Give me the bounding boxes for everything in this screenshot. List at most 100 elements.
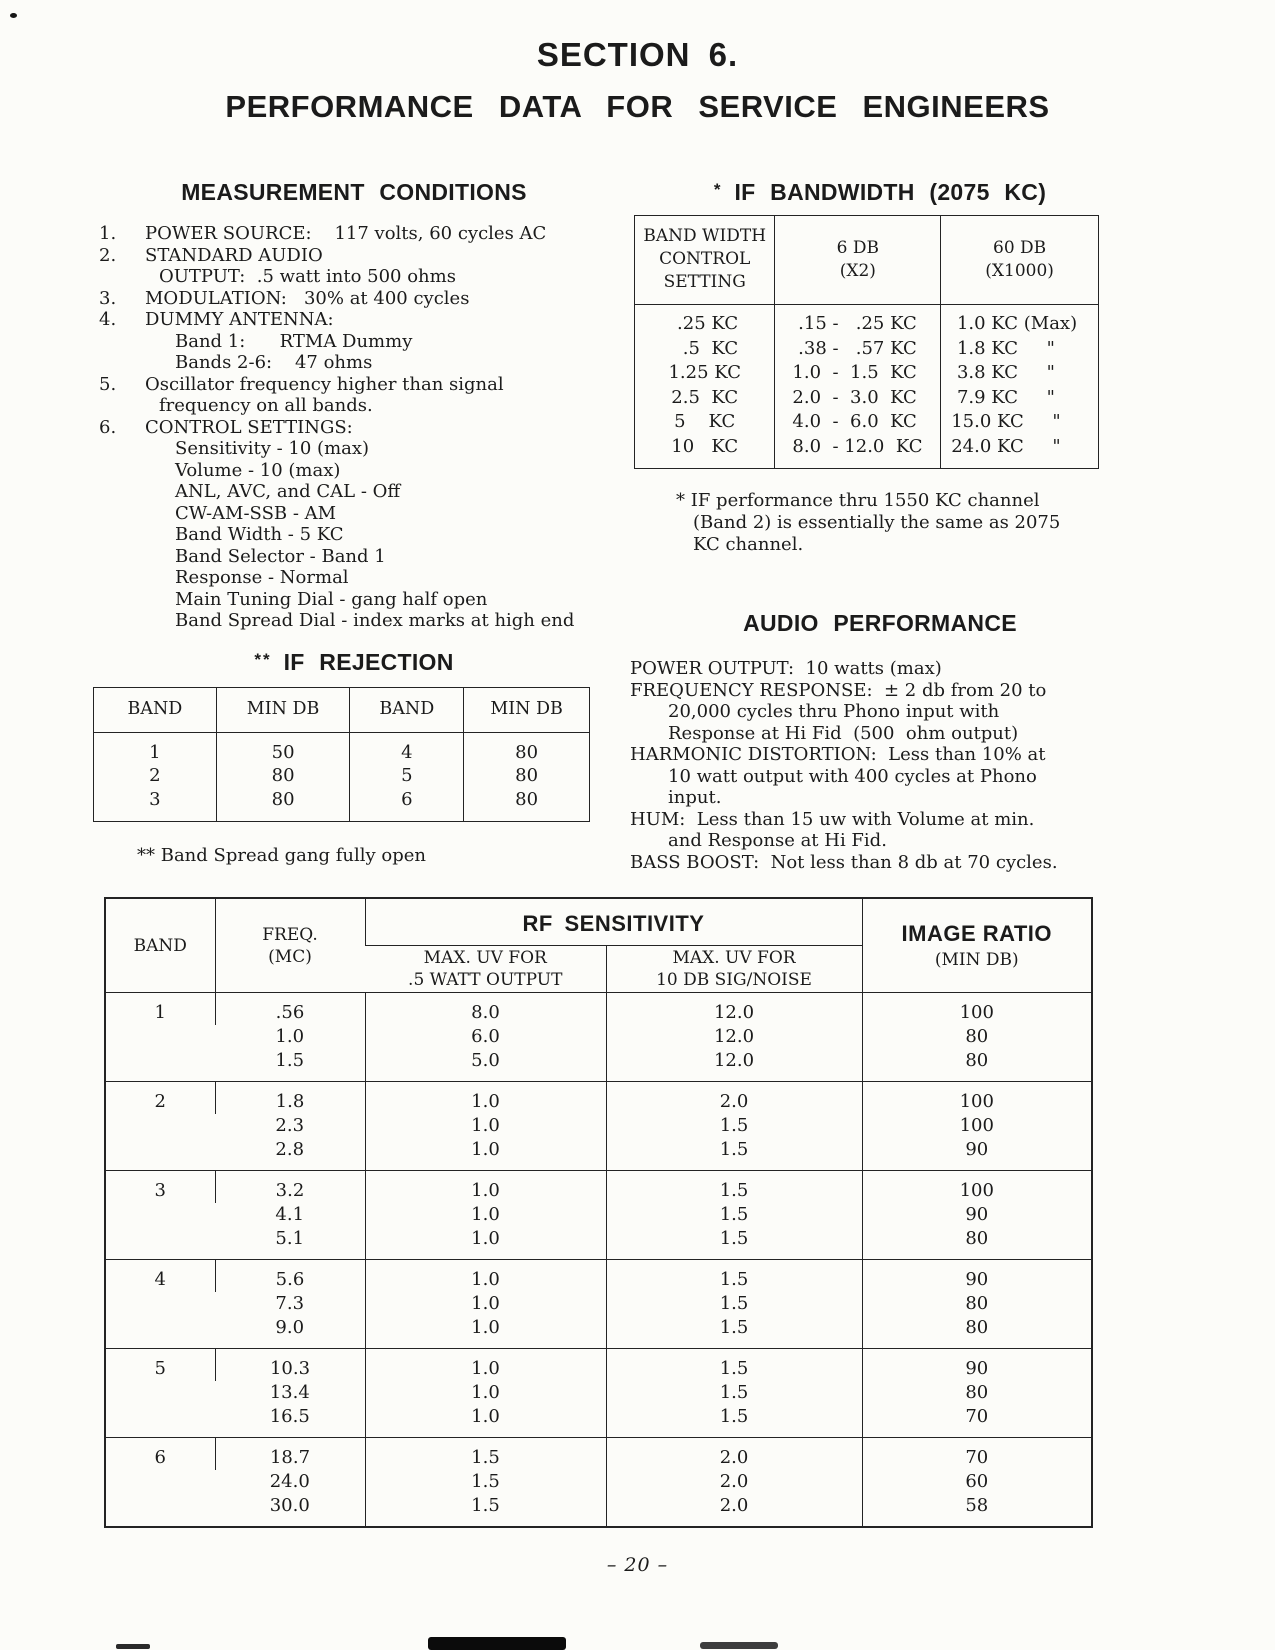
band-column-header: BAND	[105, 898, 215, 993]
item-number	[93, 266, 145, 288]
table-header-row: BAND WIDTH CONTROL SETTING 6 DB (X2) 60 …	[634, 215, 1099, 305]
image-ratio-cell: 80	[861, 1292, 1093, 1316]
setting-cell: 1.25 KC	[668, 362, 741, 383]
uv-05w-cell: 1.0	[364, 1405, 606, 1438]
db6-cell: .38 - .57 KC	[774, 336, 941, 361]
item-number	[93, 460, 145, 482]
image-ratio-cell: 100	[861, 992, 1093, 1025]
measurement-conditions-heading: MEASUREMENT CONDITIONS	[181, 179, 527, 205]
freq-cell: 2.3	[275, 1115, 305, 1136]
image-ratio-cell: 80	[861, 1049, 1093, 1082]
min-db-cell: 80	[215, 787, 350, 822]
freq-cell: 1.0	[275, 1026, 305, 1047]
table-row: 24.0 1.5 2.0 60	[105, 1470, 1093, 1494]
setting-cell: 10 KC	[671, 435, 739, 457]
item-number	[93, 438, 145, 460]
item-text: MODULATION: 30% at 400 cycles	[145, 287, 470, 309]
list-item: Band Width - 5 KC	[93, 524, 615, 546]
item-number: 5.	[99, 373, 117, 395]
list-item: 3. MODULATION: 30% at 400 cycles	[93, 288, 615, 310]
image-ratio-cell: 58	[861, 1494, 1093, 1527]
image-ratio-cell: 90	[861, 1259, 1093, 1292]
right-column: * IF BANDWIDTH (2075 KC) BAND WIDTH CONTR…	[630, 179, 1130, 873]
list-item: Band Selector - Band 1	[93, 546, 615, 568]
freq-cell: 16.5	[269, 1406, 310, 1427]
band-cell: 3	[154, 1180, 166, 1201]
table-row: 1 .56 8.0 12.0 100	[105, 992, 1093, 1025]
band-cell: 4	[349, 732, 464, 764]
band-group: 1 .56 8.0 12.0 100 1.0 6.0 12.0 80 1.5 5…	[105, 992, 1093, 1082]
list-item: Band 1: RTMA Dummy	[93, 331, 615, 353]
freq-cell: .56	[214, 992, 365, 1025]
table-row: 4 5.6 1.0 1.5 90	[105, 1259, 1093, 1292]
db60-cell: 24.0 KC "	[940, 434, 1099, 469]
column-header: 6 DB (X2)	[774, 215, 941, 305]
list-item: 5. Oscillator frequency higher than signa…	[93, 374, 615, 396]
uv-05w-cell: 6.0	[364, 1025, 606, 1049]
band-group: 3 3.2 1.0 1.5 100 4.1 1.0 1.5 90 5.1 1.0…	[105, 1170, 1093, 1260]
item-text: STANDARD AUDIO	[145, 244, 323, 266]
item-number	[93, 481, 145, 503]
uv-10db-cell: 1.5	[605, 1138, 863, 1171]
if-rejection-footnote: ** Band Spread gang fully open	[137, 845, 426, 866]
item-number: 2.	[99, 244, 117, 266]
uv-10db-cell: 12.0	[605, 992, 863, 1025]
table-row: 2.8 1.0 1.5 90	[105, 1138, 1093, 1171]
image-ratio-cell: 90	[861, 1203, 1093, 1227]
column-header: BAND	[349, 687, 464, 733]
image-ratio-cell: 80	[861, 1227, 1093, 1260]
item-text: DUMMY ANTENNA:	[145, 309, 334, 330]
uv-10db-cell: 1.5	[605, 1203, 863, 1227]
freq-cell: 5.1	[275, 1228, 305, 1249]
table-row: 10 KC 8.0 - 12.0 KC 24.0 KC "	[635, 434, 1099, 469]
list-item: 4. DUMMY ANTENNA:	[93, 309, 615, 331]
rf-sensitivity-header: RF SENSITIVITY	[364, 898, 863, 946]
footnote-marker: **	[254, 649, 272, 669]
scan-artifact	[10, 13, 17, 18]
scan-artifact	[428, 1637, 566, 1650]
table-subheader-row: MAX. UV FOR .5 WATT OUTPUT MAX. UV FOR 1…	[105, 945, 1092, 993]
spec-line: input.	[668, 787, 722, 808]
spec-line: HARMONIC DISTORTION: Less than 10% at	[630, 744, 1046, 765]
freq-cell: 18.7	[214, 1437, 365, 1470]
uv-05w-cell: 8.0	[364, 992, 606, 1025]
footnote-marker: *	[713, 180, 723, 199]
if-bandwidth-footnote: * IF performance thru 1550 KC channel (B…	[630, 490, 1130, 556]
uv-05w-cell: 1.5	[364, 1494, 606, 1527]
uv-05w-cell: 1.5	[364, 1470, 606, 1494]
table-row: 2 80 5 80	[94, 764, 590, 788]
freq-cell: 2.8	[275, 1139, 305, 1160]
item-text: Sensitivity - 10 (max)	[175, 438, 370, 459]
measurement-conditions-list: 1. POWER SOURCE: 117 volts, 60 cycles AC …	[93, 223, 615, 632]
item-number: 4.	[99, 309, 117, 330]
uv-10db-cell: 1.5	[605, 1292, 863, 1316]
freq-cell: 7.3	[275, 1293, 305, 1314]
freq-cell: 3.2	[214, 1170, 365, 1203]
uv-10db-cell: 2.0	[605, 1470, 863, 1494]
spec-line: 10 watt output with 400 cycles at Phono	[668, 765, 1037, 787]
column-header: 60 DB (X1000)	[940, 215, 1099, 305]
item-number	[93, 395, 145, 417]
item-number	[93, 352, 145, 374]
uv-10db-cell: 2.0	[605, 1437, 863, 1470]
db6-cell: 8.0 - 12.0 KC	[774, 434, 941, 469]
max-uv-05w-header: MAX. UV FOR .5 WATT OUTPUT	[365, 945, 606, 993]
uv-10db-cell: 1.5	[605, 1316, 863, 1349]
image-ratio-cell: 60	[861, 1470, 1093, 1494]
min-db-cell: 80	[463, 732, 590, 764]
if-bandwidth-table: BAND WIDTH CONTROL SETTING 6 DB (X2) 60 …	[634, 215, 1099, 469]
uv-05w-cell: 1.5	[364, 1437, 606, 1470]
spec-line: BASS BOOST: Not less than 8 db at 70 cyc…	[630, 851, 1058, 873]
min-db-cell: 80	[463, 764, 590, 788]
uv-05w-cell: 1.0	[364, 1227, 606, 1260]
freq-cell: 1.8	[214, 1081, 365, 1114]
uv-05w-cell: 1.0	[364, 1316, 606, 1349]
setting-cell: 2.5 KC	[671, 386, 739, 408]
spec-line: FREQUENCY RESPONSE: ± 2 db from 20 to	[630, 679, 1047, 701]
uv-05w-cell: 1.0	[364, 1259, 606, 1292]
db6-cell: 1.0 - 1.5 KC	[774, 361, 941, 386]
spec-line: HUM: Less than 15 uw with Volume at min.	[630, 808, 1035, 830]
setting-cell: 5 KC	[674, 411, 736, 432]
db6-cell: .15 - .25 KC	[774, 304, 941, 337]
